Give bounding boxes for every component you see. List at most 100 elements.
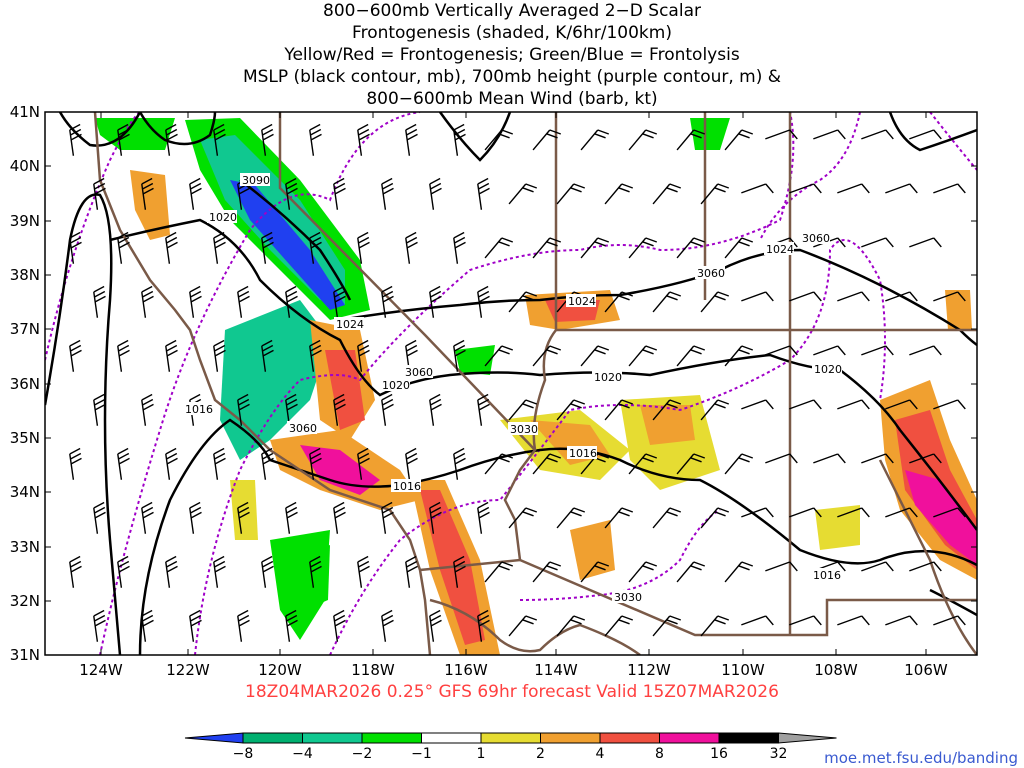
wind-barb: [628, 453, 658, 475]
title-line: Frontogenesis (shaded, K/6hr/100km): [352, 23, 672, 43]
wind-barb: [861, 129, 894, 140]
wind-barb: [933, 507, 966, 518]
wind-barb: [628, 237, 658, 259]
wind-barb: [237, 609, 250, 642]
lon-label: 118W: [351, 661, 395, 679]
wind-barb: [477, 177, 490, 210]
wind-barb: [837, 183, 870, 194]
lat-label: 35N: [10, 429, 40, 447]
lon-label: 106W: [904, 661, 948, 679]
wind-barb: [484, 453, 514, 475]
wind-barb: [628, 561, 658, 583]
wind-barb: [309, 123, 322, 156]
wind-barb: [405, 123, 418, 156]
strong-frontogenesis-area: [905, 470, 977, 565]
wind-barb: [813, 345, 846, 356]
mslp-label: 1016: [569, 447, 597, 460]
frontolysis-area: [300, 545, 330, 610]
wind-barb: [429, 393, 442, 426]
california-nevada-border: [278, 112, 537, 561]
mslp-contour: [45, 193, 122, 655]
wind-barb: [333, 177, 346, 210]
wind-barb: [837, 399, 870, 410]
lon-label: 110W: [721, 661, 765, 679]
mslp-label: 1020: [594, 371, 622, 384]
strong-frontogenesis-area: [300, 445, 380, 495]
colorbar-segment: [242, 732, 303, 744]
mslp-label: 1020: [382, 379, 410, 392]
height-contours: [45, 112, 977, 655]
wind-barb: [765, 561, 798, 572]
colorbar-label: 8: [655, 746, 664, 762]
wind-barb: [165, 339, 178, 372]
height-contour: [329, 239, 886, 655]
wind-barb: [261, 231, 274, 264]
source-credit[interactable]: moe.met.fsu.edu/banding: [824, 749, 1018, 767]
colorbar-segment: [480, 732, 541, 744]
wind-barb: [309, 339, 322, 372]
wind-barb: [532, 129, 562, 151]
mslp-contour: [138, 112, 217, 146]
wind-barb: [381, 501, 394, 534]
lat-label: 33N: [10, 538, 40, 556]
mslp-contour: [438, 112, 512, 162]
wind-barb: [676, 237, 706, 259]
mexico-border: [419, 558, 790, 637]
wind-barb: [676, 345, 706, 367]
wind-barb: [508, 291, 538, 313]
wind-barb: [93, 393, 106, 426]
lat-label: 38N: [10, 266, 40, 284]
wind-barb: [604, 507, 634, 529]
lat-label: 37N: [10, 320, 40, 338]
wind-barb: [285, 285, 298, 318]
wind-barb: [741, 183, 774, 194]
wind-barb: [117, 231, 130, 264]
wind-barb: [724, 561, 754, 583]
lon-label: 114W: [534, 661, 578, 679]
wind-barb: [285, 177, 298, 210]
colorbar-segment: [659, 732, 720, 744]
wind-barb: [741, 399, 774, 410]
wind-barb: [285, 501, 298, 534]
gulf-coast: [429, 598, 641, 655]
wind-barb: [381, 285, 394, 318]
wind-barb: [93, 285, 106, 318]
wind-barb: [789, 183, 822, 194]
wind-barb: [165, 123, 178, 156]
wind-barb: [429, 285, 442, 318]
wind-barb: [741, 507, 774, 518]
wind-barb: [652, 291, 682, 313]
wind-barb: [861, 237, 894, 248]
height-label: 3060: [405, 366, 433, 379]
contour-labels: 1020 1024 1020 1016 1016 1024 1020 1024 …: [183, 173, 842, 604]
wind-barb: [453, 447, 466, 480]
wind-barb: [885, 399, 918, 410]
wind-barb: [261, 123, 274, 156]
axes: 41N 40N 39N 38N 37N 36N 35N 34N 33N 32N …: [10, 103, 948, 679]
mslp-label: 1024: [568, 295, 596, 308]
wind-barb: [933, 291, 966, 302]
wind-barb: [765, 345, 798, 356]
wind-barb: [405, 555, 418, 588]
wind-barb: [532, 237, 562, 259]
wind-barb: [676, 561, 706, 583]
lat-label: 36N: [10, 375, 40, 393]
wind-barb: [477, 609, 490, 642]
lat-label: 41N: [10, 103, 40, 121]
wind-barb: [765, 129, 798, 140]
colorbar-segment: [421, 732, 482, 744]
wind-barb: [117, 123, 130, 156]
wind-barb: [93, 177, 106, 210]
lat-label: 39N: [10, 212, 40, 230]
wind-barb: [69, 123, 82, 156]
wind-barb: [628, 345, 658, 367]
wind-barb: [309, 231, 322, 264]
height-label: 3030: [614, 591, 642, 604]
mslp-label: 1020: [814, 363, 842, 376]
wind-barb: [861, 561, 894, 572]
wind-barb: [700, 183, 730, 205]
wind-barb: [69, 555, 82, 588]
wind-barb: [604, 291, 634, 313]
wind-barb: [532, 345, 562, 367]
